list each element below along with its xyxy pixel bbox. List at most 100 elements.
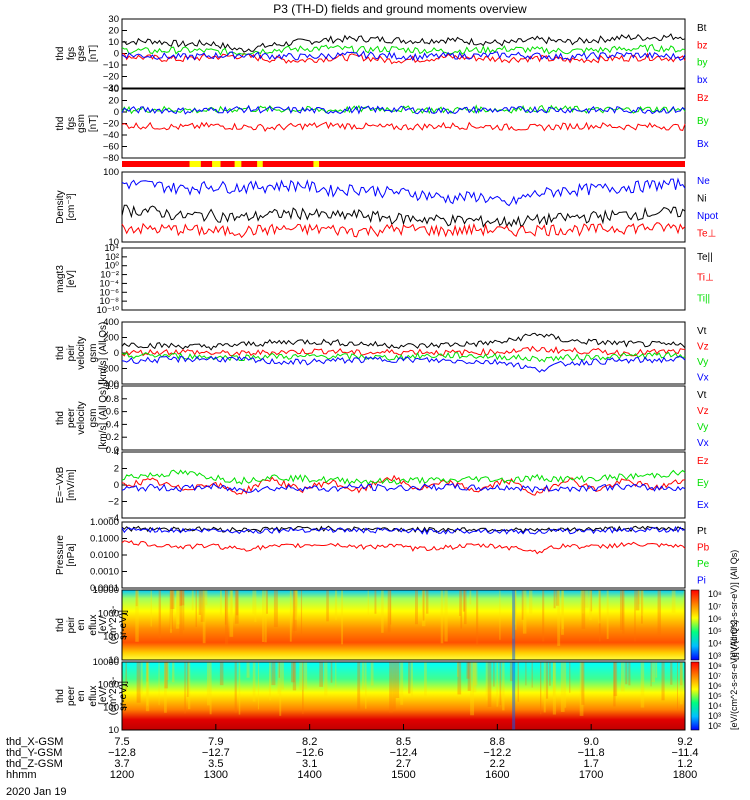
- panel-ylabel: gsm: [88, 409, 99, 428]
- panel-ylabel: (cm^2-s-: [108, 606, 119, 645]
- spectrogram-streak: [183, 590, 185, 631]
- panel-ylabel: en: [76, 690, 87, 701]
- ytick-label: 200: [103, 333, 119, 344]
- spectrogram-streak: [289, 590, 292, 642]
- ytick-label: 100: [103, 702, 119, 713]
- panel-ylabel: sr-eV)]: [118, 681, 129, 711]
- panel-legend: Ez Ey Ex: [697, 456, 709, 511]
- panel-stack: thd fgs gse [nT]3020100−10−20−30Btbzbybxthd…: [55, 14, 739, 736]
- xaxis-value: 1200: [110, 769, 134, 781]
- ytick-label: 0.0010: [90, 567, 119, 578]
- spectrogram-streak: [392, 662, 396, 710]
- panel-ylabel: thd: [55, 346, 66, 360]
- spectrogram-streak: [422, 590, 425, 621]
- legend-Vz: Vz: [697, 342, 709, 353]
- spectrogram-streak: [246, 662, 250, 678]
- spectrogram-streak: [300, 590, 303, 634]
- spectrogram-streak: [579, 662, 584, 716]
- panel-ylabel: peir: [66, 344, 77, 361]
- panel-ylabel: magt3: [55, 265, 66, 293]
- series-line-Ey: [121, 469, 686, 486]
- spectrogram-streak: [294, 590, 298, 620]
- series-line-Te⊥: [121, 222, 686, 239]
- panel-legend: Te|| Ti⊥ Ti||: [697, 252, 714, 304]
- ytick-label: 0: [114, 49, 119, 60]
- spectrogram-streak: [186, 662, 189, 697]
- ytick-label: −20: [103, 72, 119, 83]
- status-bar-segment: [257, 161, 263, 167]
- colorbar-tick-label: 10⁷: [708, 601, 721, 611]
- spectrogram-streak: [219, 662, 224, 686]
- spectrogram-streak: [172, 590, 175, 614]
- spectrogram-streak: [303, 662, 308, 690]
- panel-ion_spectrogram: 10⁸ 10⁷ 10⁶ 10⁵ 10⁴ 10³ [eV/(cm^2-s-sr-eV)] (A…: [55, 550, 739, 666]
- spectrogram-streak: [268, 662, 271, 701]
- ytick-label: 0.0001: [90, 583, 119, 594]
- panel-legend: Vt Vz Vy Vx: [697, 390, 709, 449]
- legend-Bx: Bx: [697, 139, 709, 150]
- panel-ylabel: gse: [76, 45, 87, 62]
- spectrogram-streak: [581, 662, 585, 705]
- spectrogram-streak: [184, 662, 186, 714]
- ytick-label: −30: [103, 83, 119, 94]
- spectrogram-streak: [676, 662, 678, 710]
- xaxis-row-label: thd_Z-GSM: [6, 758, 63, 770]
- spectrogram-streak: [650, 662, 652, 687]
- status-bar-segment: [313, 161, 320, 167]
- legend-Npot: Npot: [697, 211, 718, 222]
- xaxis-value: 7.5: [114, 736, 129, 748]
- series-line-By: [121, 104, 686, 115]
- ytick-label: 0: [114, 107, 119, 118]
- ytick-label: 2: [114, 464, 119, 475]
- legend-Vy: Vy: [697, 422, 708, 433]
- panel-ylabel: en: [76, 619, 87, 630]
- panel-ylabel: velocity: [76, 401, 87, 434]
- panel-ylabel: gsm: [76, 114, 87, 133]
- spectrogram-streak: [589, 590, 592, 620]
- spectrogram-streak: [540, 662, 542, 715]
- legend-Vt: Vt: [697, 390, 707, 401]
- spectrogram-streak: [277, 662, 280, 694]
- spectrogram-streak: [367, 590, 369, 618]
- spectrogram-streak: [560, 662, 565, 713]
- spectrogram-streak: [198, 590, 202, 615]
- spectrogram-streak: [252, 662, 256, 702]
- legend-Ex: Ex: [697, 500, 709, 511]
- legend-Pt: Pt: [697, 526, 707, 537]
- spectrogram-streak: [170, 590, 172, 633]
- legend-Ne: Ne: [697, 176, 710, 187]
- panel-ylabel: fgs: [66, 117, 77, 130]
- panel-ylabel: [eV]: [66, 270, 77, 288]
- spectrogram-streak: [180, 590, 185, 606]
- xaxis-row-label: thd_Y-GSM: [6, 747, 62, 759]
- spectrogram-streak: [564, 662, 567, 708]
- spectrogram-streak: [365, 662, 367, 709]
- spectrogram-streak: [473, 662, 478, 686]
- ytick-label: 400: [103, 317, 119, 328]
- ytick-label: 1000: [98, 608, 119, 619]
- spectrogram-event: [512, 662, 516, 730]
- spectrogram-streak: [164, 662, 168, 689]
- ytick-label: 0.0100: [90, 550, 119, 561]
- spectrogram-streak: [670, 662, 673, 685]
- series-line-Bx: [121, 104, 686, 115]
- ytick-label: 10²: [105, 252, 119, 263]
- spectrogram-streak: [628, 662, 631, 686]
- spectrogram-streak: [531, 662, 533, 688]
- status-bar-fill: [122, 161, 685, 167]
- panel-frame: [121, 171, 686, 243]
- ytick-label: −2: [108, 497, 119, 508]
- spectrogram-streak: [466, 662, 470, 679]
- ytick-label: −20: [103, 119, 119, 130]
- spectrogram-streak: [562, 590, 564, 630]
- spectrogram-streak: [266, 590, 268, 614]
- legend-Pi: Pi: [697, 576, 706, 587]
- spectrogram-streak: [169, 590, 173, 630]
- panel-ylabel: eflux: [88, 614, 99, 635]
- spectrogram-streak: [529, 590, 533, 614]
- series-line-Ne: [121, 177, 686, 207]
- panel-frame: [121, 589, 686, 661]
- spectrogram-streak: [170, 590, 175, 609]
- spectrogram-streak: [326, 590, 329, 622]
- spectrogram-streak: [271, 662, 276, 686]
